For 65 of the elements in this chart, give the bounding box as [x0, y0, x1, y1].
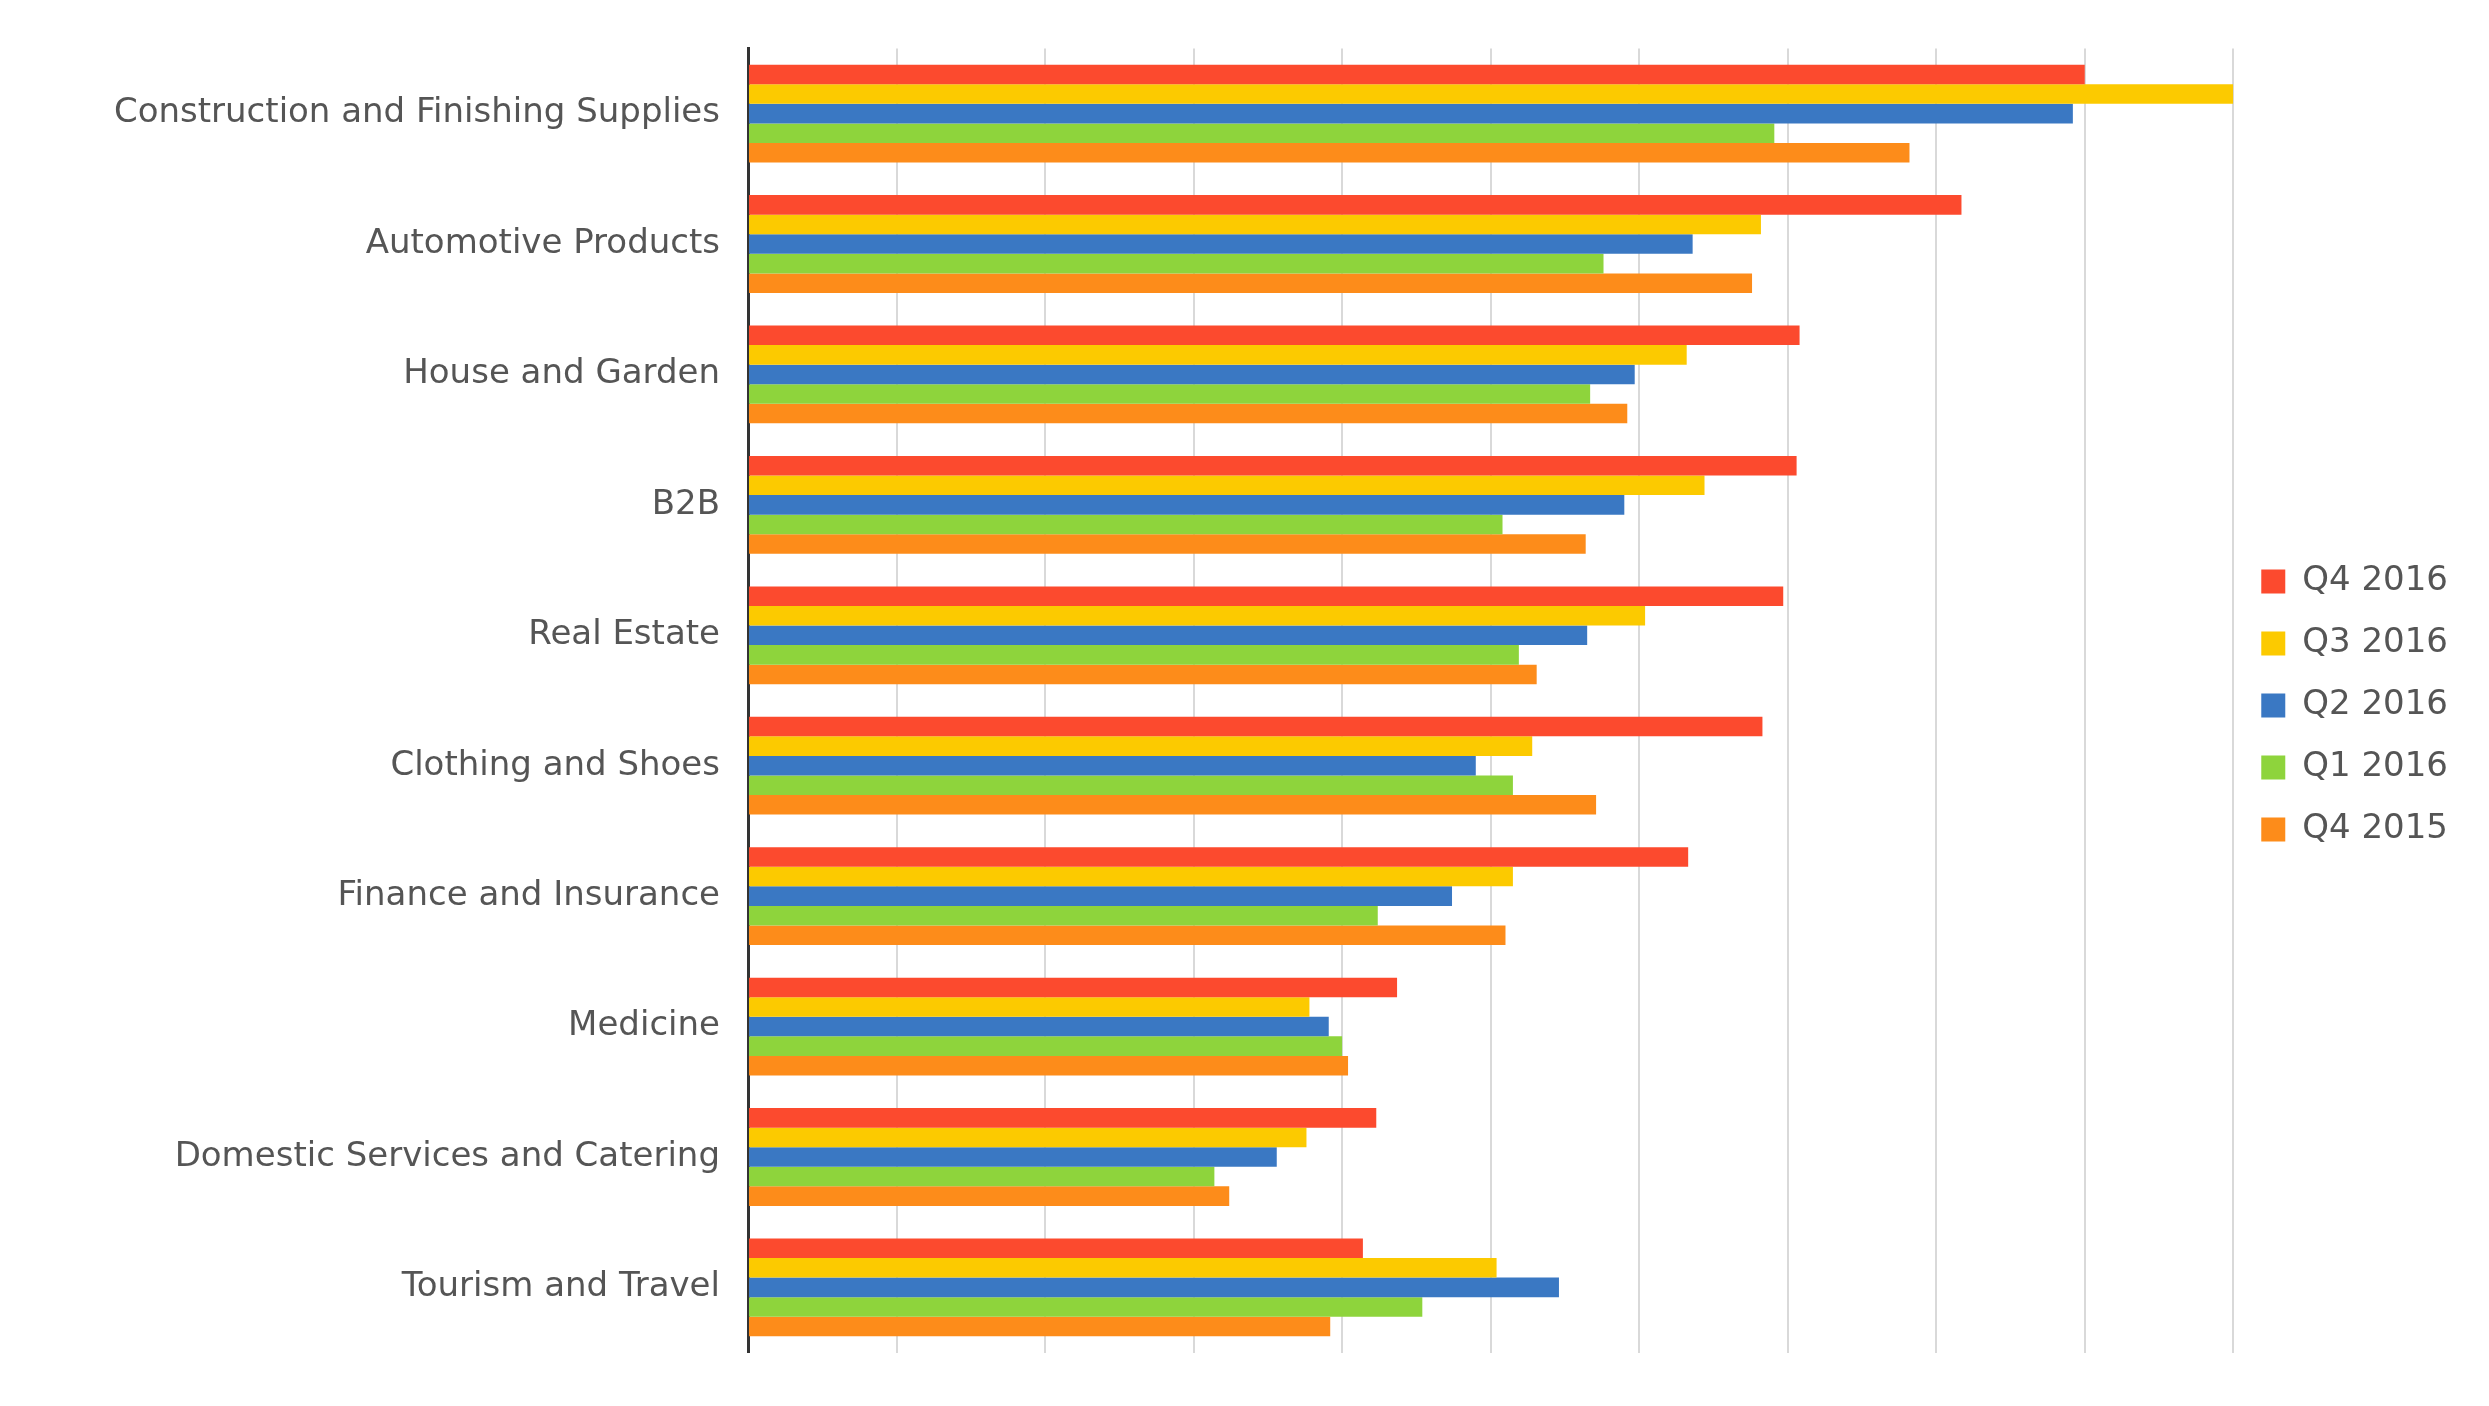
bar	[749, 847, 1689, 867]
bar	[749, 1277, 1559, 1298]
bar	[749, 214, 1761, 235]
bar	[749, 123, 1775, 143]
bar	[749, 84, 2234, 104]
y-tick-label: Automotive Products	[365, 220, 720, 261]
y-tick-label: B2B	[651, 481, 720, 522]
bar	[749, 795, 1597, 815]
bar	[749, 325, 1800, 346]
bar	[749, 977, 1398, 998]
legend-label: Q4 2016	[2302, 558, 2449, 599]
y-tick-label: Construction and Finishing Supplies	[113, 90, 720, 131]
y-tick-label: Tourism and Travel	[400, 1264, 720, 1305]
bar	[749, 716, 1763, 737]
bar	[749, 103, 2073, 124]
y-tick-label: Finance and Insurance	[337, 872, 720, 913]
bar	[749, 142, 1910, 163]
bar	[749, 586, 1784, 606]
bar	[749, 364, 1635, 385]
bar	[749, 645, 1519, 665]
bar	[749, 1258, 1497, 1278]
bar	[749, 664, 1537, 685]
bar	[749, 905, 1378, 926]
bar	[749, 605, 1646, 626]
bar	[749, 997, 1310, 1017]
bar	[749, 234, 1693, 254]
bar	[749, 925, 1506, 946]
bar	[749, 534, 1586, 554]
bar	[749, 273, 1753, 293]
legend-label: Q3 2016	[2302, 620, 2449, 661]
bar	[749, 495, 1625, 515]
bar	[749, 755, 1476, 776]
bar	[749, 475, 1705, 496]
bar	[749, 866, 1513, 887]
bar	[749, 736, 1533, 756]
y-tick-label: Real Estate	[528, 612, 720, 653]
y-tick-label: Clothing and Shoes	[390, 742, 720, 783]
bar	[749, 1055, 1349, 1076]
y-tick-label: Domestic Services and Catering	[174, 1133, 720, 1174]
legend-label: Q1 2016	[2302, 744, 2449, 785]
bar	[749, 625, 1588, 646]
bar	[749, 775, 1513, 796]
bar	[749, 1147, 1277, 1167]
bar	[749, 514, 1503, 535]
bar	[749, 64, 2085, 85]
bar	[749, 253, 1604, 274]
bar	[749, 1238, 1363, 1259]
legend-label: Q2 2016	[2302, 682, 2449, 723]
bar	[749, 1016, 1329, 1037]
bar	[749, 455, 1797, 476]
bar	[749, 1108, 1377, 1128]
bar	[749, 1297, 1423, 1317]
y-tick-label: Medicine	[568, 1003, 720, 1044]
bar	[749, 384, 1591, 404]
bar	[749, 1036, 1343, 1056]
bar	[749, 1127, 1307, 1148]
bar	[749, 1186, 1230, 1206]
bar	[749, 1166, 1215, 1187]
bar	[749, 345, 1687, 365]
bar	[749, 1316, 1331, 1337]
legend-label: Q4 2015	[2302, 806, 2449, 847]
y-tick-label: House and Garden	[403, 351, 720, 392]
bar	[749, 886, 1453, 906]
bar	[749, 195, 1962, 215]
bar	[749, 403, 1628, 424]
